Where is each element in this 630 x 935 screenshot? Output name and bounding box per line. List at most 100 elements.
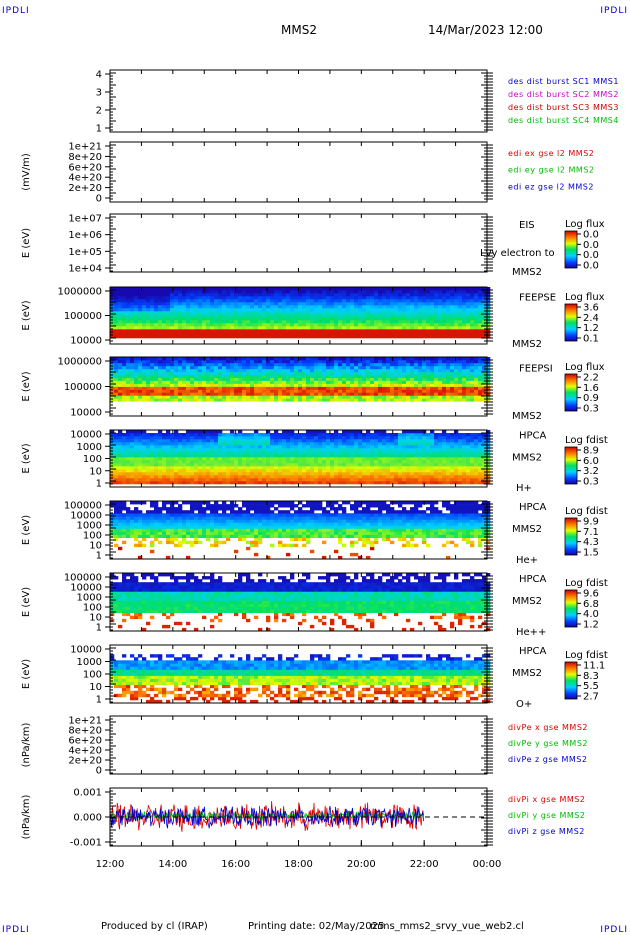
spectrogram-cell xyxy=(346,481,350,484)
spectrogram-cell xyxy=(374,398,378,401)
spectrogram-cell xyxy=(458,381,462,384)
spectrogram-cell xyxy=(206,481,210,484)
spectrogram-cell xyxy=(134,311,138,314)
spectrogram-cell xyxy=(250,293,254,296)
spectrogram-cell xyxy=(330,314,334,317)
spectrogram-cell xyxy=(286,384,290,387)
spectrogram-cell xyxy=(246,469,250,472)
spectrogram-cell xyxy=(414,481,418,484)
spectrogram-cell xyxy=(466,472,470,475)
spectrogram-cell xyxy=(430,436,434,439)
spectrogram-cell xyxy=(314,372,318,375)
spectrogram-cell xyxy=(378,472,382,475)
spectrogram-cell xyxy=(318,433,322,436)
spectrogram-cell xyxy=(242,392,246,395)
spectrogram-cell xyxy=(194,332,198,335)
spectrogram-cell xyxy=(346,381,350,384)
spectrogram-cell xyxy=(470,460,474,463)
spectrogram-cell xyxy=(294,472,298,475)
spectrogram-cell xyxy=(122,369,126,372)
spectrogram-cell xyxy=(170,522,174,525)
spectrogram-cell xyxy=(190,457,194,460)
spectrogram-cell xyxy=(158,366,162,369)
spectrogram-cell xyxy=(338,433,342,436)
spectrogram-cell xyxy=(190,392,194,395)
spectrogram-cell xyxy=(166,360,170,363)
spectrogram-cell xyxy=(454,469,458,472)
spectrogram-cell xyxy=(290,314,294,317)
spectrogram-cell xyxy=(118,522,122,525)
spectrogram-cell xyxy=(122,329,126,332)
spectrogram-cell xyxy=(186,332,190,335)
spectrogram-cell xyxy=(230,442,234,445)
spectrogram-cell xyxy=(170,369,174,372)
spectrogram-cell xyxy=(438,389,442,392)
spectrogram-cell xyxy=(422,478,426,481)
spectrogram-cell xyxy=(342,387,346,390)
spectrogram-cell xyxy=(266,308,270,311)
spectrogram-cell xyxy=(134,366,138,369)
spectrogram-cell xyxy=(314,469,318,472)
spectrogram-cell xyxy=(194,329,198,332)
spectrogram-cell xyxy=(238,311,242,314)
spectrogram-cell xyxy=(410,448,414,451)
spectrogram-cell xyxy=(142,466,146,469)
spectrogram-cell xyxy=(210,323,214,326)
spectrogram-cell xyxy=(402,381,406,384)
spectrogram-cell xyxy=(434,463,438,466)
spectrogram-cell xyxy=(342,311,346,314)
spectrogram-cell xyxy=(414,442,418,445)
spectrogram-cell xyxy=(286,466,290,469)
spectrogram-cell xyxy=(438,448,442,451)
spectrogram-cell xyxy=(346,433,350,436)
spectrogram-cell xyxy=(242,457,246,460)
spectrogram-cell xyxy=(270,329,274,332)
spectrogram-cell xyxy=(470,392,474,395)
spectrogram-cell xyxy=(122,525,126,528)
spectrogram-cell xyxy=(414,293,418,296)
spectrogram-cell xyxy=(322,311,326,314)
spectrogram-cell xyxy=(154,389,158,392)
spectrogram-cell xyxy=(270,311,274,314)
spectrogram-cell xyxy=(358,363,362,366)
spectrogram-cell xyxy=(138,302,142,305)
spectrogram-cell xyxy=(346,442,350,445)
spectrogram-cell xyxy=(442,445,446,448)
spectrogram-cell xyxy=(458,472,462,475)
spectrogram-cell xyxy=(362,363,366,366)
spectrogram-cell xyxy=(282,436,286,439)
spectrogram-cell xyxy=(174,335,178,338)
spectrogram-cell xyxy=(258,439,262,442)
spectrogram-cell xyxy=(142,398,146,401)
spectrogram-cell xyxy=(178,475,182,478)
spectrogram-cell xyxy=(346,332,350,335)
spectrogram-cell xyxy=(358,299,362,302)
spectrogram-cell xyxy=(418,290,422,293)
spectrogram-cell xyxy=(374,299,378,302)
spectrogram-cell xyxy=(438,469,442,472)
spectrogram-cell xyxy=(122,305,126,308)
spectrogram-cell xyxy=(290,308,294,311)
spectrogram-cell xyxy=(350,293,354,296)
spectrogram-cell xyxy=(130,378,134,381)
spectrogram-cell xyxy=(122,323,126,326)
spectrogram-cell xyxy=(222,395,226,398)
spectrogram-cell xyxy=(354,293,358,296)
spectrogram-cell xyxy=(326,296,330,299)
spectrogram-cell xyxy=(122,387,126,390)
spectrogram-cell xyxy=(330,392,334,395)
spectrogram-cell xyxy=(322,387,326,390)
spectrogram-cell xyxy=(154,311,158,314)
spectrogram-cell xyxy=(362,454,366,457)
spectrogram-cell xyxy=(418,469,422,472)
spectrogram-cell xyxy=(438,478,442,481)
spectrogram-cell xyxy=(342,448,346,451)
spectrogram-cell xyxy=(470,320,474,323)
spectrogram-cell xyxy=(138,472,142,475)
spectrogram-cell xyxy=(462,290,466,293)
spectrogram-cell xyxy=(326,475,330,478)
spectrogram-cell xyxy=(242,469,246,472)
spectrogram-cell xyxy=(218,454,222,457)
spectrogram-cell xyxy=(330,451,334,454)
spectrogram-cell xyxy=(354,360,358,363)
